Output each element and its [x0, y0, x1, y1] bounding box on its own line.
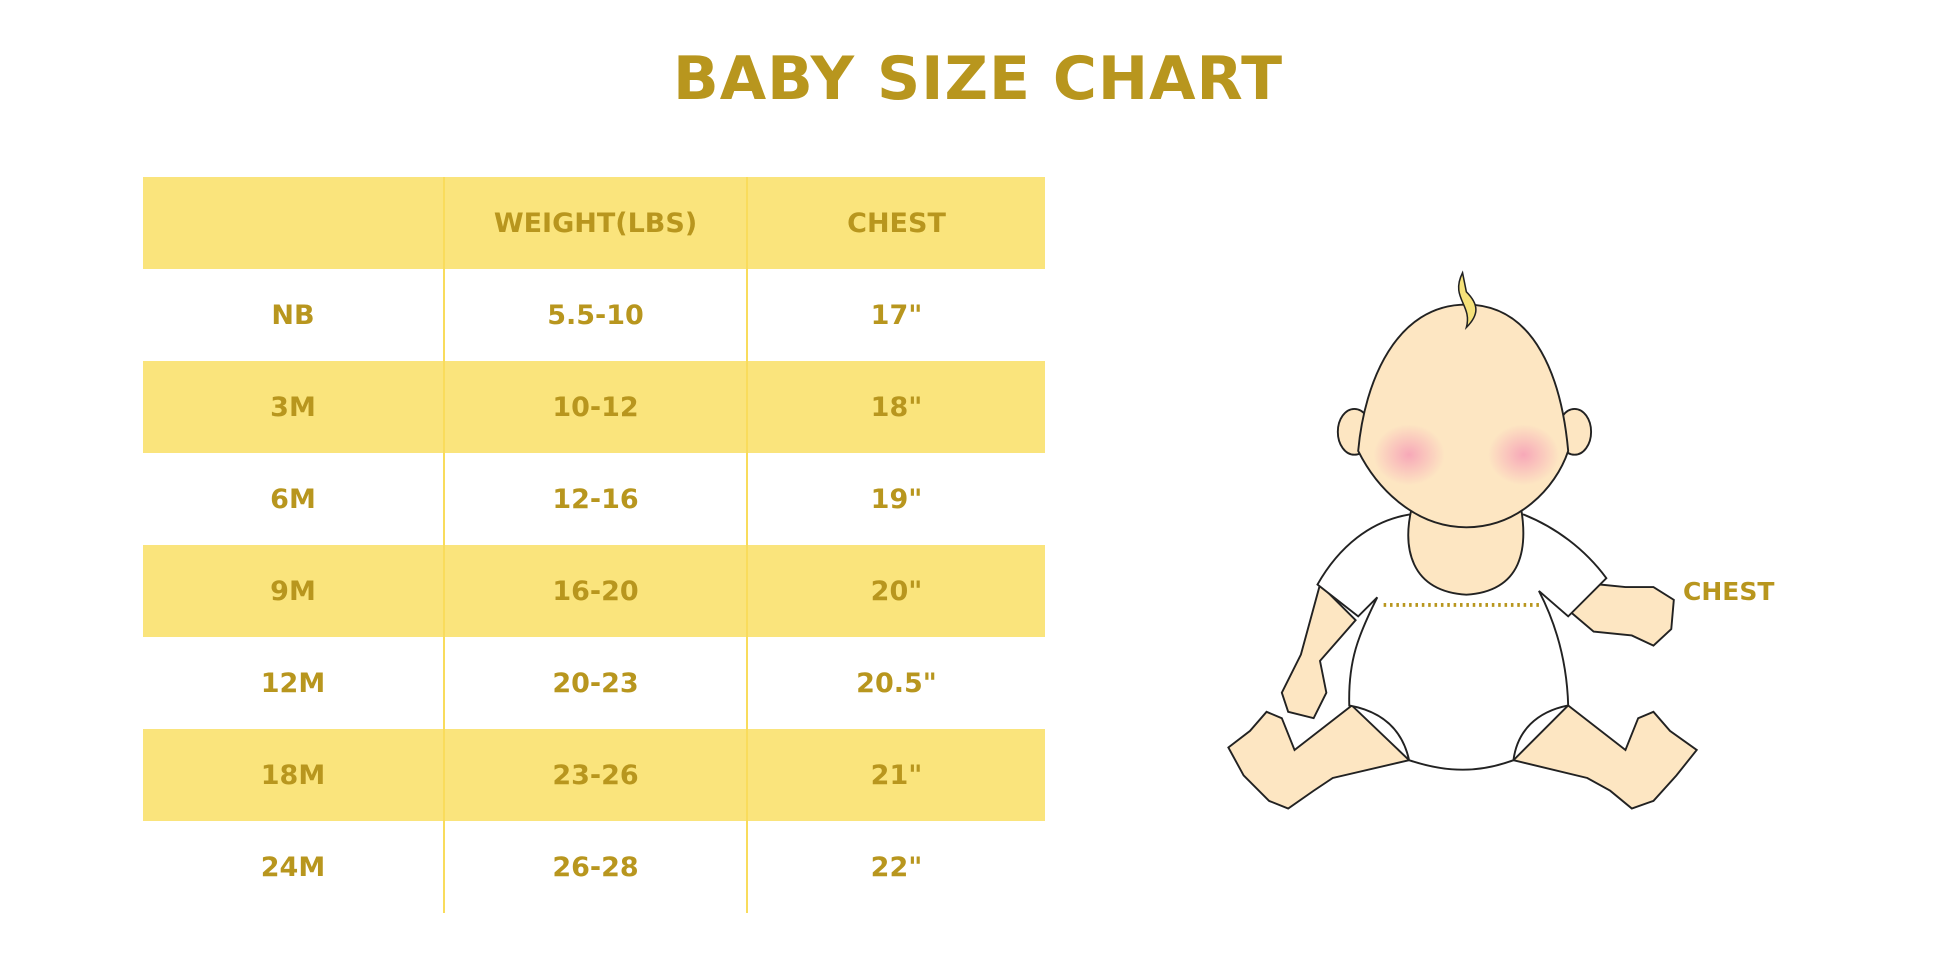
- table-row: NB 5.5-10 17": [143, 269, 1045, 361]
- weight-cell: 23-26: [443, 729, 748, 821]
- weight-cell: 26-28: [443, 821, 748, 913]
- table-row: 12M 20-23 20.5": [143, 637, 1045, 729]
- weight-cell: 5.5-10: [443, 269, 748, 361]
- weight-cell: 20-23: [443, 637, 748, 729]
- header-size: [143, 177, 444, 269]
- table-row: 9M 16-20 20": [143, 545, 1045, 637]
- size-cell: 18M: [143, 729, 444, 821]
- weight-cell: 10-12: [443, 361, 748, 453]
- chest-label: CHEST: [1683, 577, 1775, 606]
- chest-cell: 17": [870, 299, 923, 331]
- page-title: BABY SIZE CHART: [673, 44, 1283, 114]
- table-row: 6M 12-16 19": [143, 453, 1045, 545]
- size-table: WEIGHT(LBS) CHEST NB 5.5-10 17" 3M 10-12…: [143, 177, 1045, 913]
- weight-cell: 16-20: [443, 545, 748, 637]
- chest-cell: 18": [747, 361, 1045, 453]
- table-header-row: WEIGHT(LBS) CHEST: [143, 177, 1045, 269]
- weight-cell: 12-16: [443, 453, 748, 545]
- chest-cell: 20.5": [856, 667, 937, 699]
- table-row: 18M 23-26 21": [143, 729, 1045, 821]
- table-row: 3M 10-12 18": [143, 361, 1045, 453]
- baby-illustration-icon: [1227, 270, 1699, 810]
- chest-cell: 22": [870, 851, 923, 883]
- chest-cell: 20": [747, 545, 1045, 637]
- header-chest: CHEST: [747, 177, 1045, 269]
- size-cell: 24M: [260, 851, 326, 883]
- header-weight: WEIGHT(LBS): [443, 177, 748, 269]
- size-cell: 12M: [260, 667, 326, 699]
- chest-cell: 19": [870, 483, 923, 515]
- table-row: 24M 26-28 22": [143, 821, 1045, 913]
- size-cell: 6M: [270, 483, 316, 515]
- size-cell: 9M: [143, 545, 444, 637]
- chest-cell: 21": [747, 729, 1045, 821]
- size-cell: 3M: [143, 361, 444, 453]
- size-cell: NB: [271, 299, 315, 331]
